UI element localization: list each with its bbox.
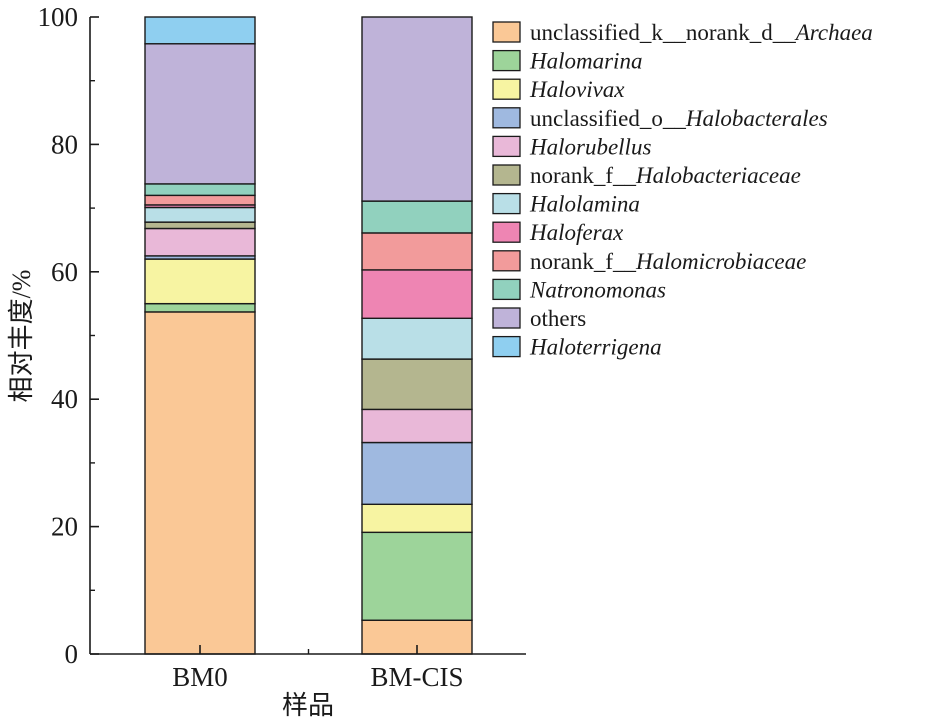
legend-label-9: Natronomonas xyxy=(529,277,666,302)
bar-segment-bm-cis-5 xyxy=(361,358,473,411)
bar-segment-bm0-2 xyxy=(144,258,256,305)
legend-label-1: Halomarina xyxy=(529,49,642,74)
bar-segment-bm0-5 xyxy=(144,221,256,230)
y-tick-label-0: 0 xyxy=(65,639,79,669)
bar-segment-bm0-11 xyxy=(144,16,256,45)
legend-swatch-3 xyxy=(492,107,521,129)
legend-label-10: others xyxy=(530,306,586,331)
axes-layer: 0 20 40 60 80 100 BM0 BM-CIS xyxy=(38,2,526,692)
legend-swatch-10 xyxy=(492,307,521,329)
legend-swatch-11 xyxy=(492,335,521,358)
legend-swatch-0 xyxy=(492,21,521,43)
x-axis-title: 样品 xyxy=(282,691,334,720)
legend-label-6: Halolamina xyxy=(529,192,640,217)
bar-segment-bm0-9 xyxy=(144,183,256,197)
legend-label-4: Halorubellus xyxy=(529,134,651,159)
legend-swatch-4 xyxy=(492,135,521,158)
bar-segment-bm0-8 xyxy=(144,194,256,206)
legend-label-7: Haloferax xyxy=(529,220,624,245)
bar-segment-bm-cis-3 xyxy=(361,441,473,506)
y-axis-title: 相对丰度/% xyxy=(7,270,36,403)
bar-segment-bm0-0 xyxy=(144,311,256,655)
legend-label-8: norank_f__Halomicrobiaceae xyxy=(530,249,806,274)
legend-label-5: norank_f__Halobacteriaceae xyxy=(530,163,801,188)
bar-segment-bm0-10 xyxy=(144,43,256,185)
bar-segment-bm0-6 xyxy=(144,206,256,223)
legend-label-2: Halovivax xyxy=(529,77,625,102)
bar-segment-bm-cis-2 xyxy=(361,503,473,534)
y-tick-label-20: 20 xyxy=(51,512,78,542)
legend-swatch-7 xyxy=(492,221,521,243)
bar-segment-bm-cis-1 xyxy=(361,531,473,621)
legend-label-0: unclassified_k__norank_d__Archaea xyxy=(530,20,873,45)
legend-label-3: unclassified_o__Halobacterales xyxy=(530,106,828,131)
x-tick-label-bm0: BM0 xyxy=(172,662,228,692)
legend-swatch-5 xyxy=(492,164,521,186)
y-tick-label-80: 80 xyxy=(51,129,78,159)
bars-layer xyxy=(144,16,473,655)
x-tick-label-bm-cis: BM-CIS xyxy=(370,662,463,692)
y-tick-label-40: 40 xyxy=(51,384,78,414)
legend-swatch-2 xyxy=(492,78,521,100)
y-tick-label-60: 60 xyxy=(51,257,78,287)
legend-swatch-9 xyxy=(492,278,521,301)
y-tick-label-100: 100 xyxy=(38,2,79,32)
bar-segment-bm-cis-4 xyxy=(361,408,473,444)
legend-label-11: Haloterrigena xyxy=(529,335,662,360)
bar-segment-bm-cis-6 xyxy=(361,317,473,360)
bar-segment-bm0-1 xyxy=(144,302,256,313)
legend-swatch-6 xyxy=(492,192,521,215)
bar-segment-bm-cis-7 xyxy=(361,269,473,320)
bar-segment-bm-cis-10 xyxy=(361,16,473,202)
bar-segment-bm-cis-9 xyxy=(361,200,473,234)
bar-segment-bm0-4 xyxy=(144,227,256,257)
legend: unclassified_k__norank_d__Archaea Halomar… xyxy=(492,20,873,360)
legend-swatch-1 xyxy=(492,49,521,72)
bar-segment-bm-cis-8 xyxy=(361,232,473,271)
legend-swatch-8 xyxy=(492,250,521,272)
